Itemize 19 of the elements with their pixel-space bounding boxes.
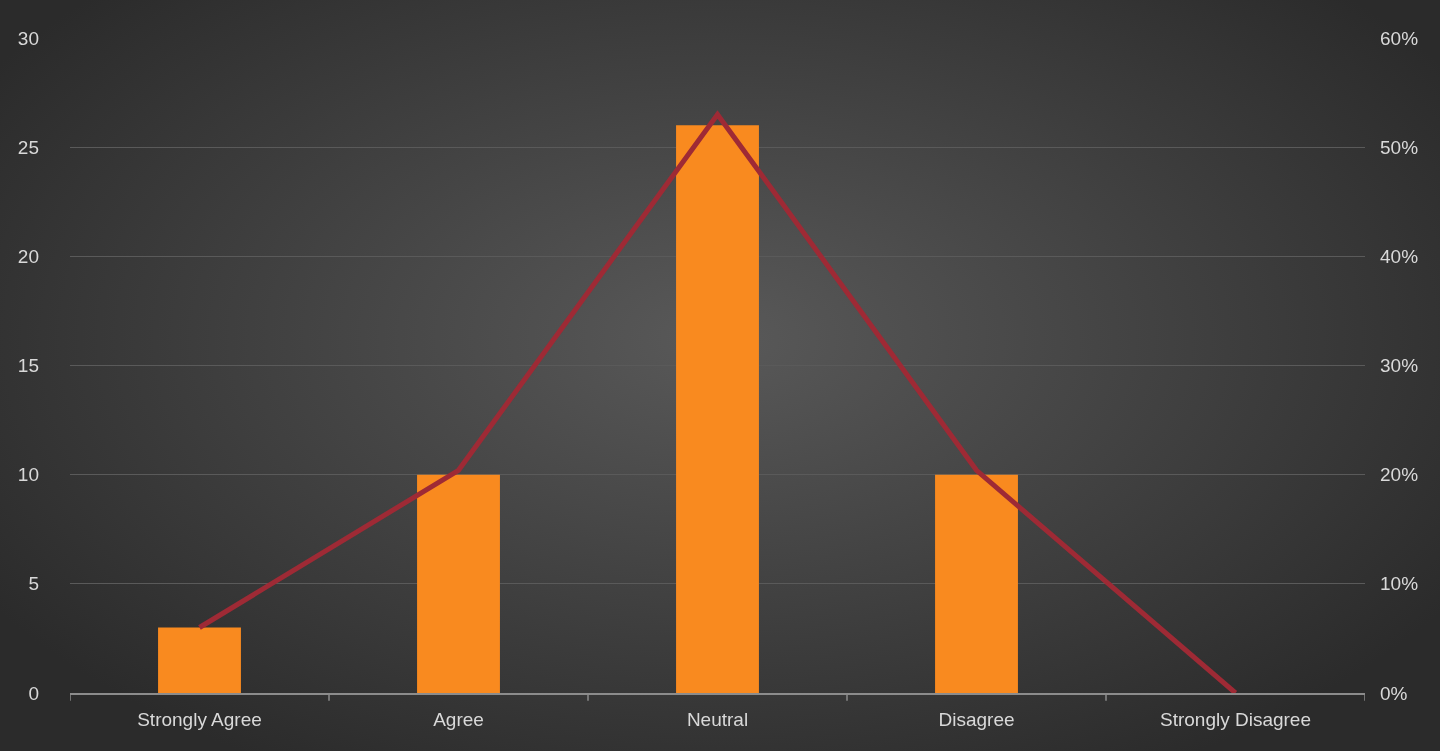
y-tick-label: 15 (17, 355, 39, 377)
x-tick-label: Disagree (938, 708, 1015, 730)
y2-tick-label: 60% (1380, 27, 1419, 49)
x-tick-label: Strongly Agree (137, 708, 262, 730)
x-tick-label: Agree (433, 708, 484, 730)
x-tick-label: Neutral (686, 708, 749, 730)
y2-tick-label: 10% (1380, 573, 1419, 595)
y2-tick-label: 40% (1380, 245, 1419, 267)
y-tick-label: 5 (28, 573, 39, 595)
y2-tick-label: 20% (1380, 464, 1419, 486)
y-tick-label: 30 (17, 27, 39, 49)
y2-tick-label: 30% (1380, 355, 1419, 377)
x-tick-label: Strongly Disagree (1159, 708, 1312, 730)
y-tick-label: 20 (17, 245, 39, 267)
y2-tick-label: 50% (1380, 136, 1419, 158)
y-tick-label: 0 (28, 682, 39, 704)
y2-tick-label: 0% (1380, 682, 1408, 704)
y-tick-label: 25 (17, 136, 39, 158)
y-tick-label: 10 (17, 464, 39, 486)
